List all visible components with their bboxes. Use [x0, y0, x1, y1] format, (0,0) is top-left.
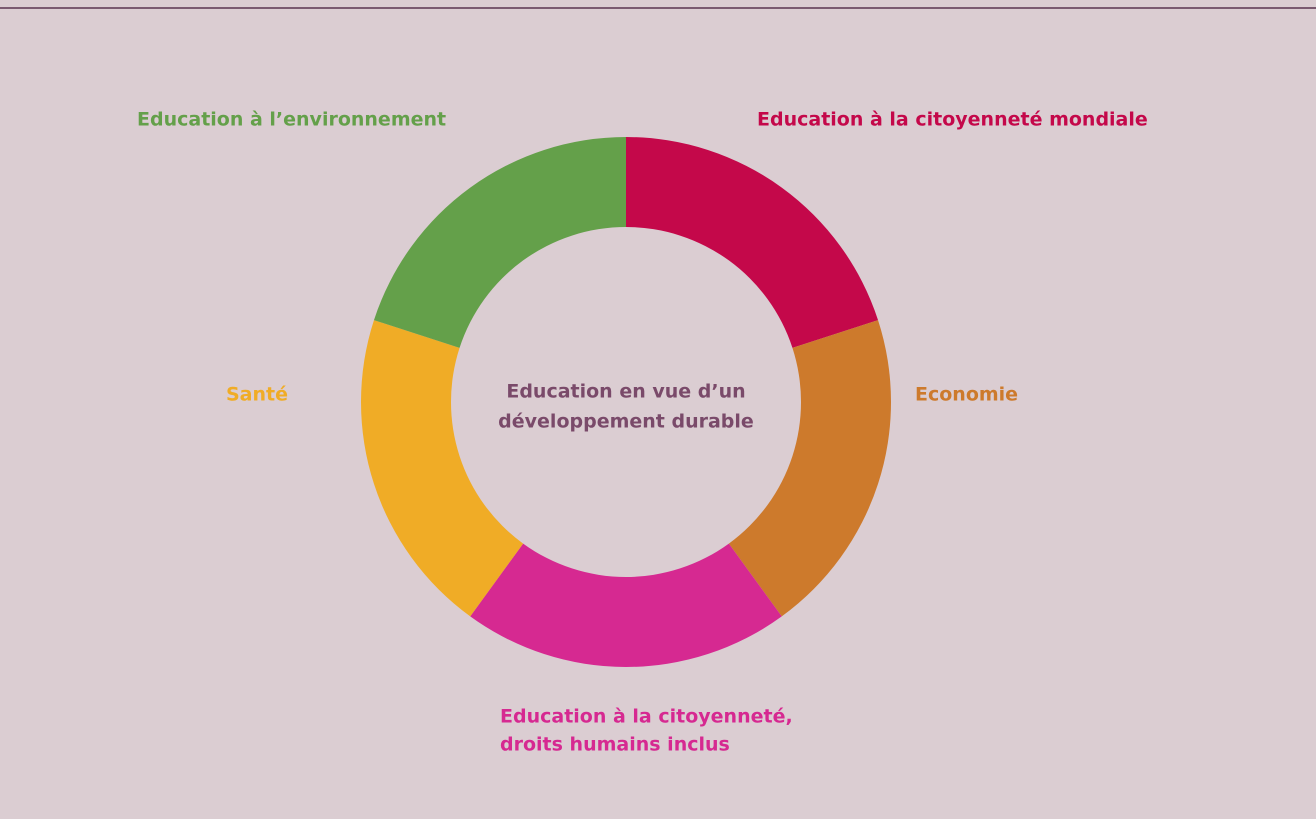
segment-label: droits humains inclus	[500, 734, 730, 756]
segment	[361, 320, 524, 617]
segment	[626, 137, 879, 348]
ring	[361, 137, 891, 668]
segment	[728, 320, 891, 617]
center-label: développement durable	[498, 411, 754, 433]
segment-label: Education à la citoyenneté,	[500, 706, 793, 728]
segment	[373, 137, 626, 348]
segment-label: Education à l’environnement	[137, 109, 446, 131]
segment	[470, 543, 782, 668]
segment-label: Economie	[915, 384, 1018, 406]
center-label: Education en vue d’un	[506, 381, 745, 403]
labels: Education à la citoyenneté mondiale Econo…	[137, 109, 1148, 756]
segment-label: Education à la citoyenneté mondiale	[757, 109, 1148, 131]
segment-label: Santé	[226, 384, 288, 406]
